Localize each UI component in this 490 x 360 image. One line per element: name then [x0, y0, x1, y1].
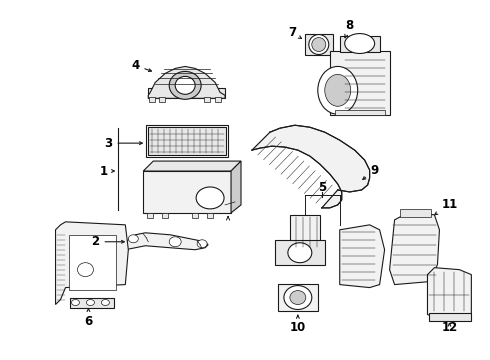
- Ellipse shape: [169, 71, 201, 99]
- Ellipse shape: [128, 235, 138, 243]
- FancyBboxPatch shape: [215, 97, 221, 102]
- FancyBboxPatch shape: [275, 240, 325, 265]
- Ellipse shape: [101, 300, 109, 306]
- Text: 7: 7: [288, 26, 301, 39]
- Polygon shape: [148, 67, 225, 98]
- FancyBboxPatch shape: [305, 33, 333, 55]
- Ellipse shape: [86, 300, 95, 306]
- FancyBboxPatch shape: [399, 209, 432, 217]
- FancyBboxPatch shape: [149, 97, 155, 102]
- Text: 6: 6: [84, 309, 93, 328]
- FancyBboxPatch shape: [148, 127, 226, 155]
- Text: 9: 9: [363, 163, 379, 180]
- Text: 8: 8: [345, 19, 354, 38]
- Text: 10: 10: [290, 315, 306, 334]
- FancyBboxPatch shape: [204, 97, 210, 102]
- Text: 2: 2: [91, 235, 124, 248]
- FancyBboxPatch shape: [278, 284, 318, 311]
- Ellipse shape: [312, 37, 326, 51]
- FancyBboxPatch shape: [71, 298, 114, 307]
- Ellipse shape: [309, 35, 329, 54]
- Ellipse shape: [345, 33, 375, 54]
- Text: 4: 4: [131, 59, 151, 72]
- FancyBboxPatch shape: [429, 314, 471, 321]
- Text: 5: 5: [318, 181, 326, 194]
- Text: 11: 11: [435, 198, 458, 215]
- Polygon shape: [55, 222, 128, 305]
- Ellipse shape: [72, 300, 79, 306]
- Polygon shape: [143, 161, 241, 171]
- Polygon shape: [340, 225, 385, 288]
- Polygon shape: [340, 36, 380, 53]
- Polygon shape: [192, 213, 198, 218]
- Ellipse shape: [77, 263, 94, 276]
- Ellipse shape: [288, 243, 312, 263]
- Polygon shape: [122, 233, 208, 250]
- Polygon shape: [335, 110, 385, 115]
- Ellipse shape: [196, 187, 224, 209]
- Polygon shape: [252, 125, 369, 208]
- Polygon shape: [231, 161, 241, 213]
- FancyBboxPatch shape: [143, 171, 231, 213]
- Ellipse shape: [197, 240, 207, 248]
- Text: 1: 1: [99, 165, 114, 177]
- Polygon shape: [147, 213, 153, 218]
- Ellipse shape: [290, 291, 306, 305]
- Polygon shape: [148, 88, 225, 98]
- Polygon shape: [390, 212, 440, 285]
- Polygon shape: [330, 50, 390, 115]
- FancyBboxPatch shape: [159, 97, 165, 102]
- FancyBboxPatch shape: [69, 235, 116, 289]
- Ellipse shape: [175, 76, 195, 94]
- Polygon shape: [162, 213, 168, 218]
- Text: 12: 12: [441, 321, 458, 334]
- Ellipse shape: [325, 75, 351, 106]
- Ellipse shape: [318, 67, 358, 114]
- Text: 3: 3: [104, 137, 142, 150]
- Ellipse shape: [284, 285, 312, 310]
- Polygon shape: [207, 213, 213, 218]
- FancyBboxPatch shape: [290, 215, 320, 250]
- Ellipse shape: [169, 237, 181, 247]
- Polygon shape: [427, 268, 471, 319]
